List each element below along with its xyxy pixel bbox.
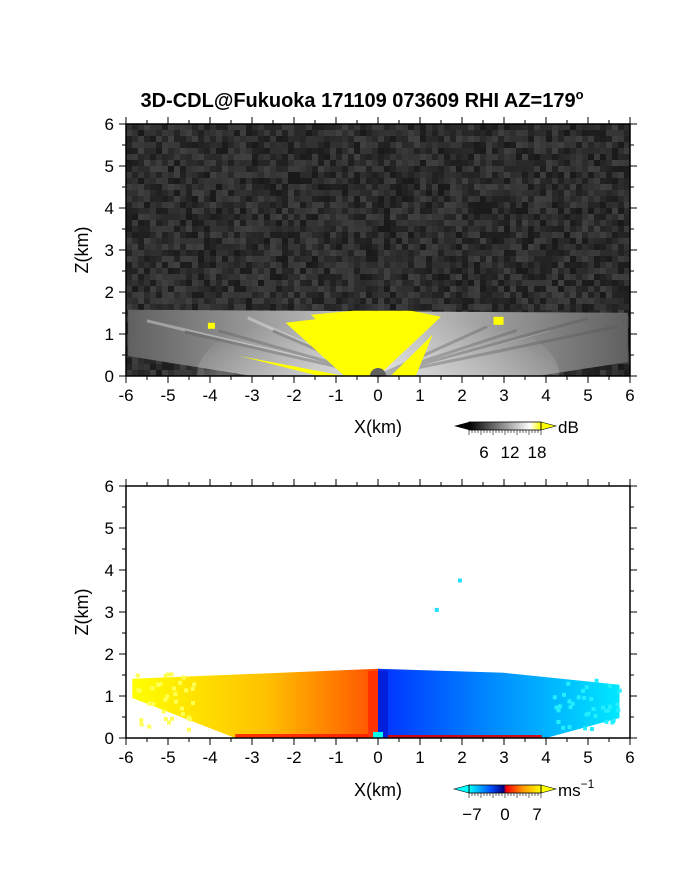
snr-colorbar-tick-6: 6 (479, 443, 488, 462)
snr-field (126, 124, 630, 450)
snr-x-tick-label: -2 (286, 386, 301, 405)
snr-y-tick-label: 5 (105, 157, 114, 176)
velocity-colorbar: −7 0 7 ms−1 (452, 777, 595, 824)
velocity-unit-exponent: −1 (581, 777, 595, 791)
snr-x-tick-label: 2 (457, 386, 466, 405)
velocity-y-tick-label: 1 (105, 687, 114, 706)
velocity-x-tick-label: -4 (202, 748, 217, 767)
velocity-y-tick-label: 4 (105, 561, 114, 580)
snr-xlabel: X(km) (354, 417, 402, 437)
instrument-gap (370, 368, 386, 376)
snr-x-tick-label: -4 (202, 386, 217, 405)
positive-velocity-region (132, 668, 378, 738)
snr-colorbar-ticks (468, 430, 542, 435)
snr-x-tick-label: -6 (118, 386, 133, 405)
snr-colorbar-unit: dB (558, 418, 579, 437)
velocity-colorbar-ticks (468, 793, 542, 798)
velocity-colorbar-tick-neg7: −7 (462, 805, 481, 824)
svg-text:3D-CDL@Fukuoka 171109 073609 R: 3D-CDL@Fukuoka 171109 073609 RHI AZ=179o (140, 87, 583, 112)
snr-colorbar: 6 12 18 dB (454, 418, 579, 462)
near-origin-band-cold (378, 670, 388, 738)
snr-colorbar-high-arrow (540, 421, 558, 431)
velocity-x-tick-label: 3 (499, 748, 508, 767)
velocity-colorbar-low-arrow (452, 784, 470, 794)
snr-x-tick-label: 0 (373, 386, 382, 405)
velocity-y-tick-label: 5 (105, 519, 114, 538)
velocity-y-tick-label: 0 (105, 729, 114, 748)
snr-x-tick-label: -3 (244, 386, 259, 405)
velocity-x-tick-label: -1 (328, 748, 343, 767)
snr-y-tick-label: 6 (105, 115, 114, 134)
velocity-y-tick-label: 3 (105, 603, 114, 622)
velocity-x-tick-label: 1 (415, 748, 424, 767)
velocity-ylabel: Z(km) (72, 589, 92, 636)
snr-x-tick-label: 1 (415, 386, 424, 405)
saturated-region (207, 310, 504, 376)
snr-y-tick-label: 2 (105, 283, 114, 302)
velocity-x-tick-label: -3 (244, 748, 259, 767)
velocity-unit-base: ms (558, 781, 581, 800)
velocity-x-tick-label: -2 (286, 748, 301, 767)
velocity-x-tick-label: 2 (457, 748, 466, 767)
velocity-x-tick-label: -5 (160, 748, 175, 767)
velocity-colorbar-gradient (469, 785, 541, 793)
snr-colorbar-tick-12: 12 (501, 443, 520, 462)
near-origin-band-warm (368, 670, 378, 738)
snr-x-tick-label: 3 (499, 386, 508, 405)
snr-colorbar-low-arrow (454, 422, 469, 430)
velocity-colorbar-unit: ms−1 (558, 777, 595, 800)
surface-strip-warm (235, 734, 378, 738)
title-text: 3D-CDL@Fukuoka 171109 073609 RHI AZ=179 (140, 90, 575, 112)
velocity-colorbar-tick-7: 7 (532, 805, 541, 824)
velocity-x-tick-label: 6 (625, 748, 634, 767)
snr-x-tick-label: 4 (541, 386, 550, 405)
velocity-x-tick-label: 4 (541, 748, 550, 767)
velocity-field (132, 578, 622, 738)
origin-spot (373, 732, 383, 738)
velocity-y-tick-label: 6 (105, 477, 114, 496)
snr-ylabel: Z(km) (72, 227, 92, 274)
snr-x-tick-label: 6 (625, 386, 634, 405)
edge-speckles (135, 672, 622, 732)
title-superscript: o (576, 87, 584, 102)
velocity-x-tick-label: 5 (583, 748, 592, 767)
velocity-colorbar-tick-0: 0 (500, 805, 509, 824)
snr-colorbar-tick-18: 18 (528, 443, 547, 462)
snr-y-tick-label: 4 (105, 199, 114, 218)
velocity-axes: -6 -5 -4 -3 -2 -1 0 1 2 3 4 5 6 0 1 2 3 4 5 6 (105, 477, 637, 767)
isolated-return (434, 607, 439, 612)
velocity-xlabel: X(km) (354, 780, 402, 800)
velocity-colorbar-high-arrow (540, 784, 558, 794)
velocity-y-tick-label: 2 (105, 645, 114, 664)
chart-title: 3D-CDL@Fukuoka 171109 073609 RHI AZ=179o (140, 87, 583, 112)
velocity-panel: -6 -5 -4 -3 -2 -1 0 1 2 3 4 5 6 0 1 2 3 4 5 6 X(km) Z(km) −… (72, 477, 637, 824)
velocity-x-tick-label: 0 (373, 748, 382, 767)
velocity-x-tick-label: -6 (118, 748, 133, 767)
snr-x-tick-label: -1 (328, 386, 343, 405)
snr-y-tick-label: 1 (105, 325, 114, 344)
snr-axes: -6 -5 -4 -3 -2 -1 0 1 2 3 4 5 6 0 1 2 3 4 5 6 (105, 115, 637, 405)
isolated-return (457, 578, 462, 583)
snr-y-tick-label: 0 (105, 367, 114, 386)
snr-x-tick-label: -5 (160, 386, 175, 405)
snr-colorbar-gradient (469, 422, 541, 430)
snr-x-tick-label: 5 (583, 386, 592, 405)
snr-y-tick-label: 3 (105, 241, 114, 260)
